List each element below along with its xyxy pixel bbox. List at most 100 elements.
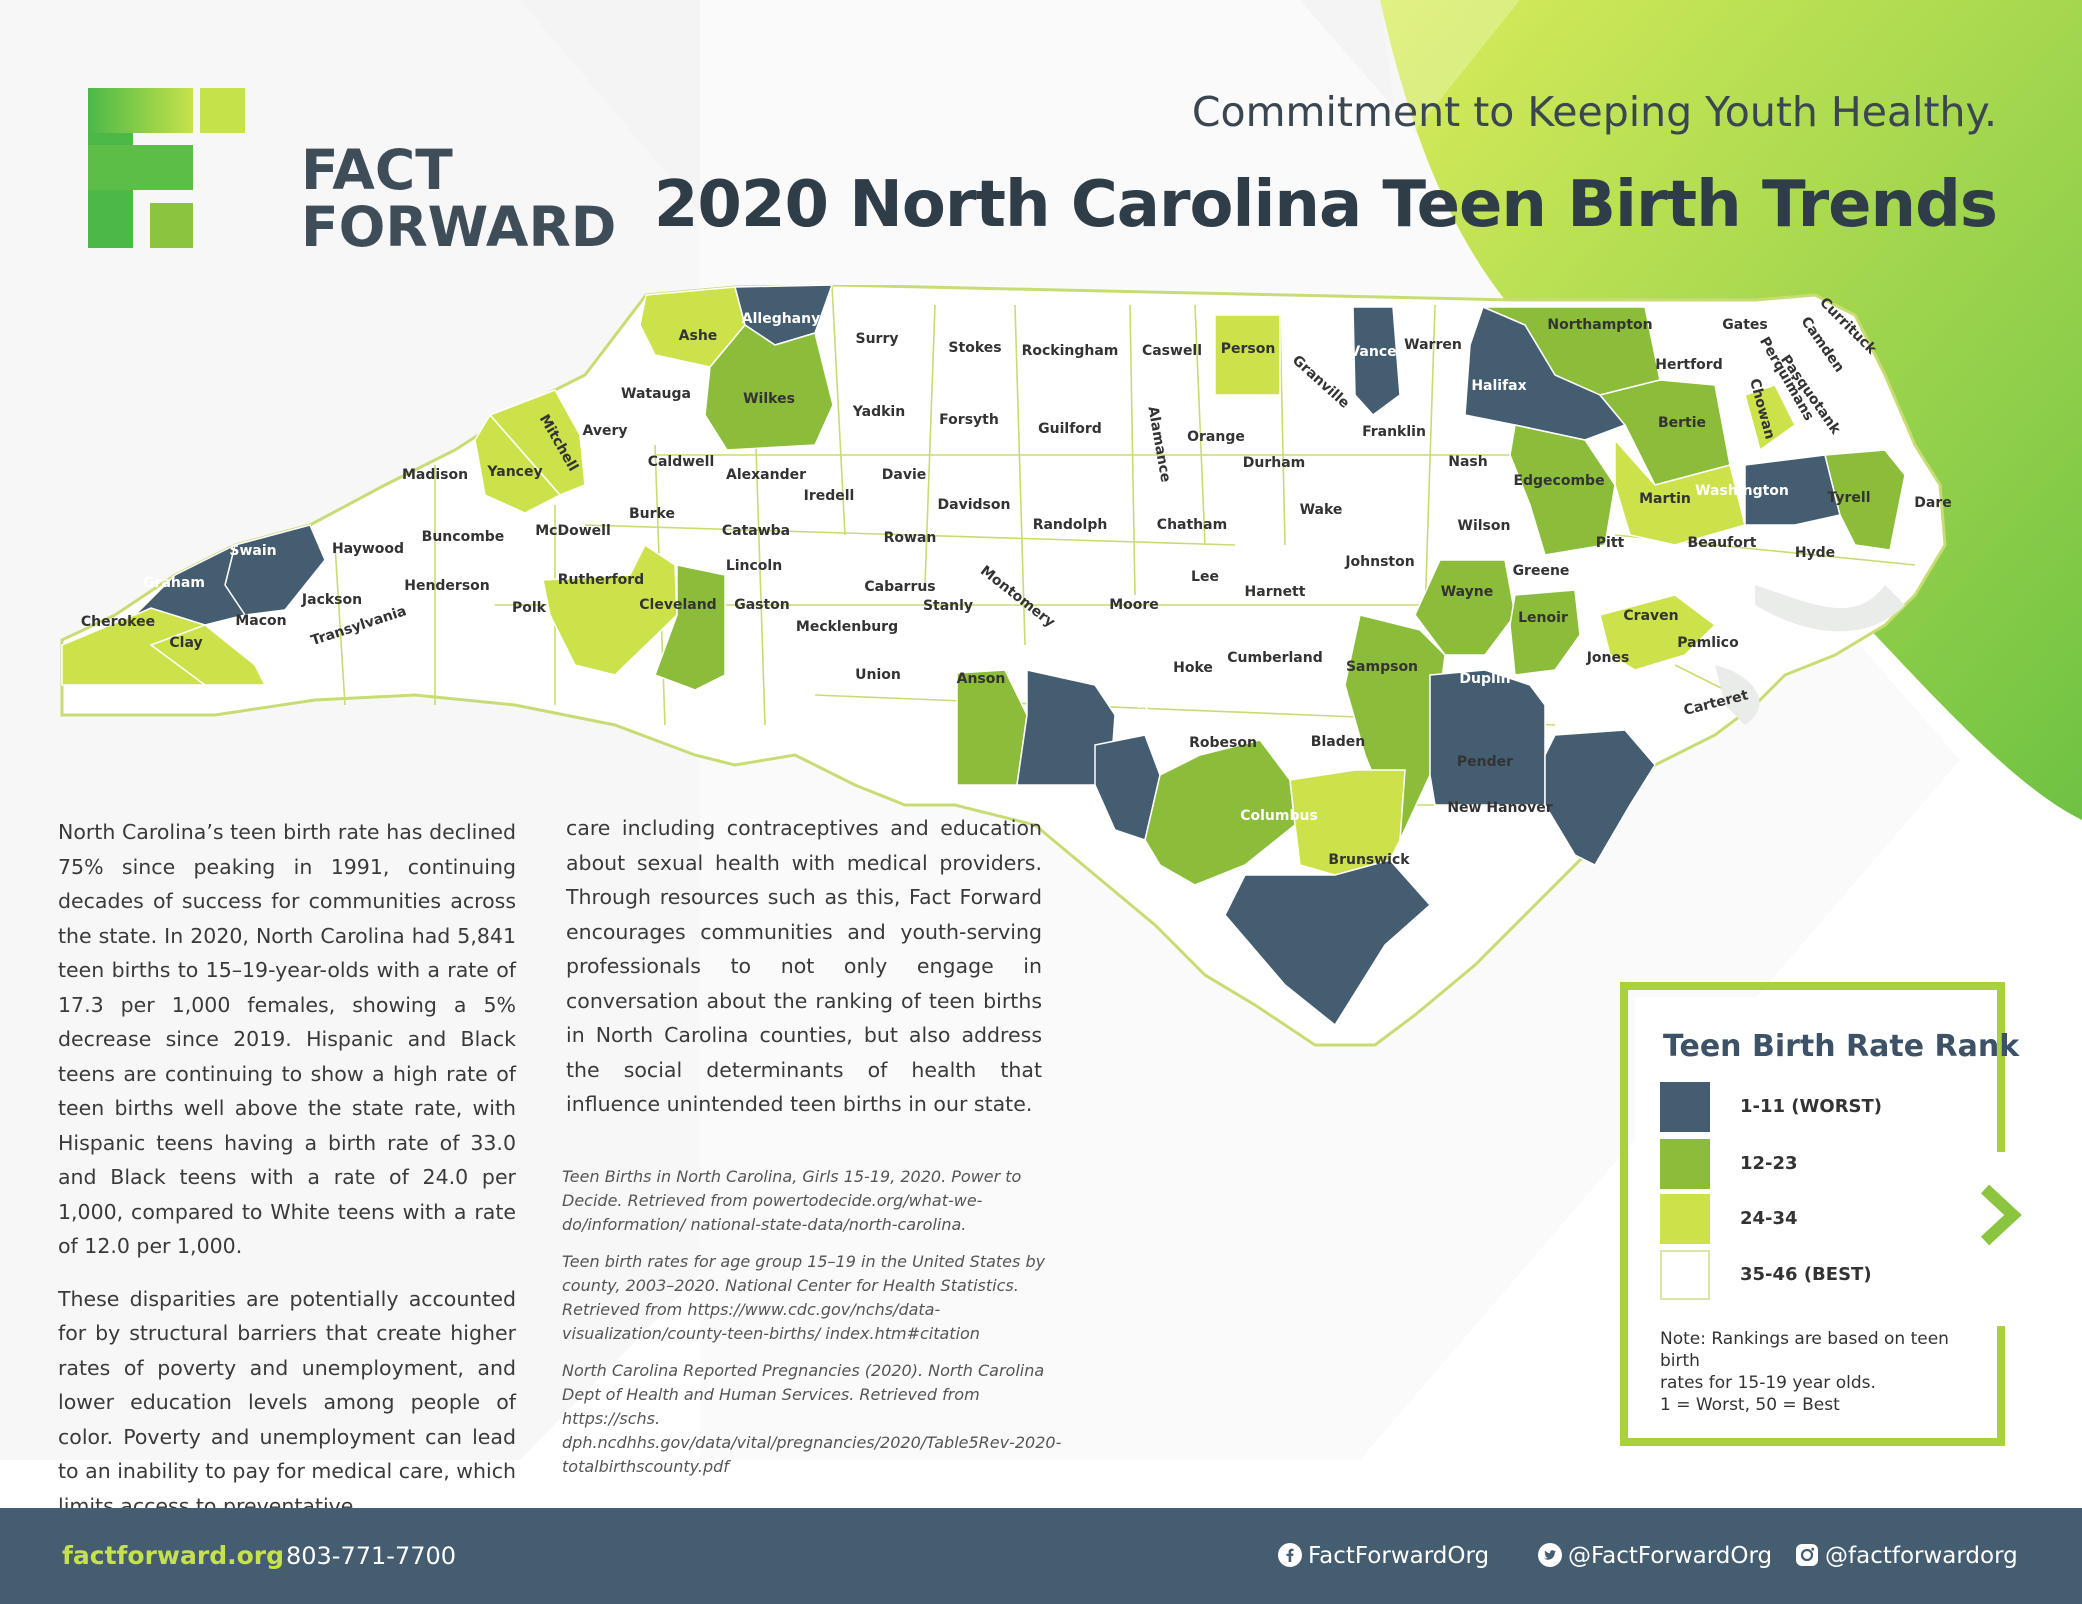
county-map: Alleghany Ashe Surry Stokes Rockingham Caswel… [60,285,1952,1047]
county-label-northampton: Northampton [1547,317,1652,333]
county-label-duplin: Duplin [1459,671,1510,687]
county-label-hertford: Hertford [1655,357,1722,373]
legend-note-line: rates for 15-19 year olds. [1660,1373,1876,1393]
county-label-halifax: Halifax [1471,378,1526,394]
county-edgecombe [1509,424,1616,556]
county-label-jones: Jones [1586,650,1630,666]
footer-twitter-link[interactable]: @FactForwardOrg [1538,1543,1772,1569]
county-sampson [1344,614,1446,842]
legend-frame [1620,982,2005,1446]
county-label-mecklenburg: Mecklenburg [796,619,898,635]
county-label-anson: Anson [957,671,1006,687]
county-label-madison: Madison [402,467,468,483]
county-label-stanly: Stanly [923,598,973,614]
county-label-lenoir: Lenoir [1518,610,1568,626]
county-label-pamlico: Pamlico [1677,635,1739,651]
county-label-wayne: Wayne [1441,584,1494,600]
county-label-macon: Macon [235,613,286,629]
footer-facebook-link[interactable]: FactForwardOrg [1278,1543,1489,1569]
footer-website-link[interactable]: factforward.org [62,1541,284,1570]
county-label-rockingham: Rockingham [1022,343,1119,359]
legend-swatch-mid [1660,1139,1710,1189]
county-label-chatham: Chatham [1157,517,1227,533]
county-label-gaston: Gaston [734,597,790,613]
county-yancey [474,413,562,514]
county-label-stokes: Stokes [948,340,1001,356]
county-label-edgecombe: Edgecombe [1513,473,1604,489]
county-label-hoke: Hoke [1173,660,1213,676]
county-label-richmond: Richmond [1030,654,1108,670]
twitter-icon [1538,1543,1562,1567]
county-label-moore: Moore [1109,597,1159,613]
county-label-avery: Avery [583,423,628,439]
county-label-pender: Pender [1457,754,1513,770]
county-wilkes [704,324,834,451]
body-paragraph-2: These disparities are potentially accoun… [58,1286,516,1518]
county-label-swain: Swain [229,543,276,559]
county-label-cherokee: Cherokee [81,614,155,630]
county-label-wilson: Wilson [1458,518,1511,534]
county-label-franklin: Franklin [1362,424,1426,440]
county-label-lee: Lee [1191,569,1219,585]
county-label-craven: Craven [1623,608,1678,624]
pamlico-sound [1755,585,1905,632]
body-column-2: care including contraceptives and educat… [566,811,1042,1122]
county-label-person: Person [1221,341,1276,357]
body-paragraph-3: care including contraceptives and educat… [566,816,1042,1116]
logo-word-forward: FORWARD [301,195,617,259]
county-label-wilkes: Wilkes [743,391,795,407]
county-label-ashe: Ashe [679,328,718,344]
county-label-durham: Durham [1243,455,1306,471]
bg-diamond-left [0,0,1180,1460]
county-label-martin: Martin [1639,491,1691,507]
body-paragraph-1: North Carolina’s teen birth rate has dec… [58,820,516,1258]
reference-2: Teen birth rates for age group 15–19 in … [562,1252,1046,1343]
facebook-icon [1278,1543,1302,1567]
reference-1: Teen Births in North Carolina, Girls 15-… [562,1167,1022,1234]
county-label-hyde: Hyde [1795,545,1835,561]
neuse-river [1715,665,1760,725]
logo-mark [88,88,245,248]
chevron-right-icon [1980,1184,2022,1246]
twitter-handle: @FactForwardOrg [1568,1543,1773,1569]
county-label-brunswick: Brunswick [1328,852,1410,868]
county-label-tyrell: Tyrell [1827,490,1870,506]
footer-phone: 803-771-7700 [286,1542,457,1570]
footer-instagram-link[interactable]: @factforwardorg [1795,1543,2018,1569]
county-label-yadkin: Yadkin [852,404,905,420]
county-label-columbus: Columbus [1240,808,1318,824]
county-label-pitt: Pitt [1596,535,1625,551]
county-label-orange: Orange [1187,429,1245,445]
legend-note: Note: Rankings are based on teen birth r… [1660,1328,1980,1416]
county-label-harnett: Harnett [1245,584,1306,600]
county-label-lincoln: Lincoln [726,558,782,574]
county-cleveland [654,564,726,691]
county-label-gates: Gates [1722,317,1767,333]
county-label-sampson: Sampson [1346,659,1418,675]
county-person [1214,314,1281,396]
county-label-cumberland: Cumberland [1227,650,1322,666]
county-halifax [1464,305,1627,441]
county-label-bertie: Bertie [1658,415,1706,431]
county-label-cabarrus: Cabarrus [864,579,935,595]
county-martin [1614,438,1746,546]
county-duplin [1429,669,1546,806]
county-label-robeson: Robeson [1189,735,1257,751]
legend-label: 24-34 [1740,1208,1798,1229]
county-label-yancey: Yancey [486,464,542,480]
county-label-rowan: Rowan [884,530,937,546]
county-label-davidson: Davidson [938,497,1011,513]
county-label-beaufort: Beaufort [1688,535,1757,551]
legend-label: 12-23 [1740,1153,1798,1174]
county-label-alexander: Alexander [726,467,806,483]
facebook-handle: FactForwardOrg [1308,1543,1490,1569]
county-graham [134,543,247,626]
county-label-onslow: Onslow [1569,691,1627,707]
county-wayne [1414,559,1516,656]
county-label-polk: Polk [512,600,547,616]
county-label-iredell: Iredell [804,488,855,504]
legend-label: 35-46 (BEST) [1740,1264,1872,1285]
county-lenoir [1509,589,1581,676]
legend-swatch-best [1660,1250,1710,1300]
body-column-1: North Carolina’s teen birth rate has dec… [58,815,516,1541]
